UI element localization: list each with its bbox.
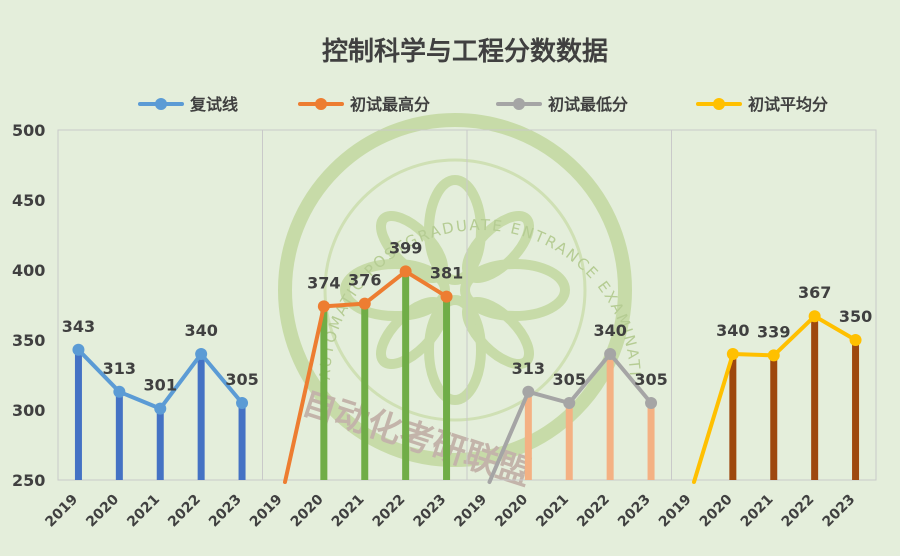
x-tick-label: 2020 bbox=[492, 491, 531, 530]
data-label: 313 bbox=[512, 359, 545, 378]
x-tick-label: 2023 bbox=[615, 492, 654, 531]
data-label: 367 bbox=[798, 283, 831, 302]
data-label: 301 bbox=[144, 376, 177, 395]
watermark-chinese-text: 自动化考研联盟 bbox=[297, 383, 536, 495]
data-point bbox=[195, 348, 208, 360]
bar bbox=[197, 354, 205, 480]
bar bbox=[770, 355, 778, 480]
data-point bbox=[358, 297, 371, 310]
data-label: 305 bbox=[553, 370, 586, 389]
bar bbox=[74, 349, 82, 480]
x-tick-label: 2021 bbox=[533, 492, 572, 531]
x-tick-label: 2020 bbox=[697, 491, 736, 530]
x-tick-label: 2022 bbox=[779, 492, 818, 531]
data-label: 376 bbox=[348, 271, 381, 290]
data-point bbox=[563, 397, 576, 409]
bar bbox=[565, 403, 573, 480]
y-tick-label: 400 bbox=[12, 261, 45, 280]
data-point bbox=[236, 397, 249, 409]
x-tick-label: 2020 bbox=[83, 491, 122, 530]
data-point bbox=[808, 310, 821, 323]
data-label: 350 bbox=[839, 307, 872, 326]
data-point bbox=[440, 290, 453, 303]
bar bbox=[238, 403, 246, 480]
data-point bbox=[113, 385, 126, 398]
bar bbox=[402, 271, 410, 480]
x-tick-label: 2021 bbox=[124, 492, 163, 531]
bar bbox=[647, 403, 655, 480]
data-point bbox=[72, 343, 85, 356]
data-point bbox=[317, 300, 330, 313]
data-label: 313 bbox=[103, 359, 136, 378]
bar bbox=[606, 354, 614, 480]
x-tick-label: 2023 bbox=[820, 492, 859, 531]
y-tick-label: 300 bbox=[12, 401, 45, 420]
x-tick-label: 2019 bbox=[42, 492, 81, 531]
bar bbox=[443, 296, 451, 480]
axes: 250 300 350 400 450 500 bbox=[12, 121, 877, 490]
data-label: 399 bbox=[389, 238, 422, 257]
data-point bbox=[604, 348, 617, 360]
legend-marker bbox=[713, 98, 725, 110]
data-label: 381 bbox=[430, 264, 463, 283]
x-tick-label: 2019 bbox=[247, 492, 286, 531]
data-point bbox=[849, 334, 862, 346]
bar bbox=[361, 303, 369, 480]
legend-marker bbox=[315, 98, 327, 110]
x-tick-label: 2022 bbox=[165, 492, 204, 531]
watermark-inner-ring bbox=[323, 158, 587, 422]
data-point bbox=[522, 385, 535, 398]
x-tick-label: 2022 bbox=[370, 492, 409, 531]
data-point bbox=[726, 348, 739, 360]
watermark-ring bbox=[278, 113, 632, 467]
data-label: 339 bbox=[757, 322, 790, 341]
x-tick-label: 2019 bbox=[451, 492, 490, 531]
data-label: 340 bbox=[593, 321, 626, 340]
data-label: 340 bbox=[716, 321, 749, 340]
panel: 2019 2020 2021 2022 2023 343 313 301 340 305 bbox=[42, 317, 258, 531]
x-tick-label: 2021 bbox=[329, 492, 368, 531]
x-tick-label: 2023 bbox=[411, 492, 450, 531]
data-label: 305 bbox=[634, 370, 667, 389]
panel: 2019 2020 2021 2022 2023 340 339 367 350 bbox=[656, 283, 872, 530]
y-tick-label: 500 bbox=[12, 121, 45, 140]
legend-marker bbox=[513, 98, 525, 110]
data-label: 305 bbox=[225, 370, 258, 389]
x-tick-label: 2022 bbox=[574, 492, 613, 531]
data-point bbox=[399, 265, 412, 278]
data-label: 340 bbox=[184, 321, 217, 340]
x-tick-label: 2020 bbox=[288, 491, 327, 530]
data-label: 374 bbox=[307, 273, 340, 292]
data-point bbox=[645, 397, 658, 409]
bar bbox=[811, 316, 819, 480]
legend-label: 初试最高分 bbox=[350, 95, 430, 114]
x-tick-label: 2021 bbox=[738, 492, 777, 531]
x-tick-label: 2023 bbox=[206, 492, 245, 531]
watermark-leaves bbox=[340, 175, 570, 405]
bar bbox=[524, 391, 532, 480]
chart-title: 控制科学与工程分数数据 bbox=[322, 36, 608, 67]
bar bbox=[729, 354, 737, 480]
bar bbox=[320, 306, 328, 480]
bar bbox=[156, 408, 164, 480]
legend-marker bbox=[155, 98, 167, 110]
bar bbox=[115, 391, 123, 480]
data-point bbox=[767, 349, 780, 362]
legend-label: 复试线 bbox=[189, 95, 238, 114]
legend-label: 初试平均分 bbox=[748, 95, 828, 114]
legend-label: 初试最低分 bbox=[548, 95, 628, 114]
bar bbox=[852, 340, 860, 480]
y-tick-label: 350 bbox=[12, 331, 45, 350]
legend: 复试线 初试最高分 初试最低分 初试平均分 bbox=[138, 95, 828, 114]
x-tick-label: 2019 bbox=[656, 492, 695, 531]
data-label: 343 bbox=[62, 317, 95, 336]
y-tick-label: 250 bbox=[12, 471, 45, 490]
data-point bbox=[154, 402, 167, 415]
y-tick-label: 450 bbox=[12, 191, 45, 210]
